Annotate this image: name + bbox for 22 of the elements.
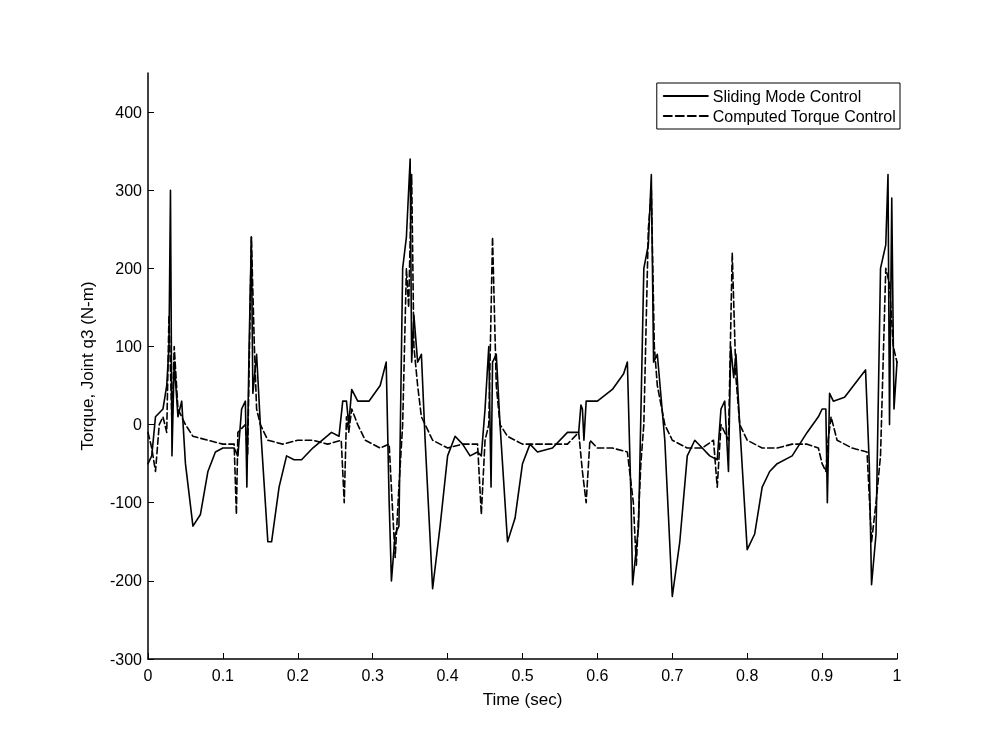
- x-axis-title: Time (sec): [482, 690, 563, 709]
- y-tick-label: 100: [115, 337, 143, 355]
- y-tick-label: 200: [115, 259, 143, 277]
- x-tick-label: 0.4: [436, 666, 459, 684]
- y-tick-label: 400: [115, 103, 143, 121]
- x-tick-label: 0.9: [810, 666, 834, 684]
- y-axis-title: Torque, Joint q3 (N-m): [78, 281, 97, 451]
- x-tick-label: 0.2: [286, 666, 310, 684]
- y-tick-label: 0: [133, 416, 143, 434]
- y-tick-label: 300: [115, 181, 143, 199]
- x-tick-label: 0.8: [736, 666, 759, 684]
- y-tick-label: -200: [109, 572, 143, 590]
- x-tick-label: 0.3: [361, 666, 384, 684]
- x-tick-label: 0.1: [211, 666, 235, 684]
- legend-label: Sliding Mode Control: [712, 87, 862, 105]
- y-tick-label: -300: [109, 650, 143, 668]
- x-tick-label: 0.6: [586, 666, 609, 684]
- legend-label: Computed Torque Control: [712, 107, 896, 125]
- x-tick-label: 0.5: [511, 666, 534, 684]
- x-tick-label: 0.7: [661, 666, 684, 684]
- x-tick-label: 1: [892, 666, 902, 684]
- y-tick-label: -100: [109, 494, 143, 512]
